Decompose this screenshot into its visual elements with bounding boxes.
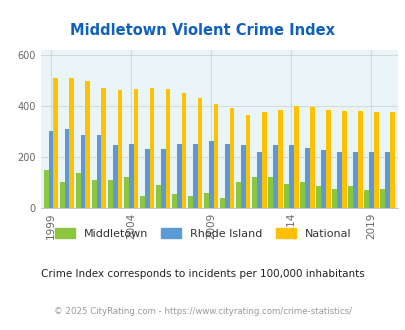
Bar (53, 78, 58, 208)
Bar (69, 78, 74, 208)
Bar (284, 183, 288, 208)
Bar (389, 112, 394, 208)
Bar (76, 173, 81, 208)
Bar (176, 144, 181, 208)
Bar (92, 180, 96, 208)
Bar (315, 186, 320, 208)
Text: © 2025 CityRating.com - https://www.cityrating.com/crime-statistics/: © 2025 CityRating.com - https://www.city… (54, 307, 351, 316)
Bar (192, 144, 197, 208)
Bar (304, 148, 309, 208)
Bar (60, 182, 64, 208)
Bar (240, 145, 245, 208)
Bar (325, 110, 330, 208)
Bar (336, 152, 341, 208)
Bar (352, 152, 357, 208)
Bar (96, 135, 101, 208)
Bar (117, 90, 122, 208)
Bar (165, 89, 170, 208)
Bar (208, 142, 213, 208)
Bar (379, 189, 384, 208)
Bar (204, 193, 208, 208)
Bar (368, 152, 373, 208)
Bar (113, 145, 117, 208)
Bar (181, 93, 186, 208)
Bar (44, 170, 49, 208)
Bar (331, 189, 336, 208)
Bar (172, 194, 176, 208)
Bar (293, 106, 298, 208)
Bar (49, 131, 53, 208)
Bar (320, 150, 325, 208)
Bar (288, 145, 293, 208)
Bar (277, 110, 282, 208)
Bar (261, 112, 266, 208)
Bar (347, 186, 352, 208)
Bar (245, 115, 250, 208)
Bar (220, 198, 224, 208)
Bar (101, 88, 106, 208)
Bar (64, 129, 69, 208)
Bar (384, 152, 389, 208)
Bar (81, 135, 85, 208)
Bar (235, 182, 240, 208)
Bar (156, 185, 160, 208)
Bar (224, 144, 229, 208)
Bar (341, 111, 346, 208)
Bar (133, 89, 138, 208)
Bar (128, 144, 133, 208)
Bar (140, 196, 145, 208)
Bar (149, 88, 154, 208)
Bar (252, 177, 256, 208)
Bar (229, 108, 234, 208)
Bar (256, 152, 261, 208)
Bar (373, 112, 378, 208)
Bar (145, 149, 149, 208)
Bar (160, 149, 165, 208)
Bar (272, 145, 277, 208)
Text: Middletown Violent Crime Index: Middletown Violent Crime Index (70, 23, 335, 38)
Text: Crime Index corresponds to incidents per 100,000 inhabitants: Crime Index corresponds to incidents per… (41, 269, 364, 279)
Bar (124, 177, 128, 208)
Bar (363, 190, 368, 208)
Bar (267, 177, 272, 208)
Bar (213, 104, 218, 208)
Bar (197, 98, 202, 208)
Bar (309, 107, 314, 208)
Bar (299, 182, 304, 208)
Bar (357, 111, 362, 208)
Bar (188, 196, 192, 208)
Legend: Middletown, Rhode Island, National: Middletown, Rhode Island, National (50, 223, 355, 243)
Bar (108, 180, 113, 208)
Bar (85, 82, 90, 208)
